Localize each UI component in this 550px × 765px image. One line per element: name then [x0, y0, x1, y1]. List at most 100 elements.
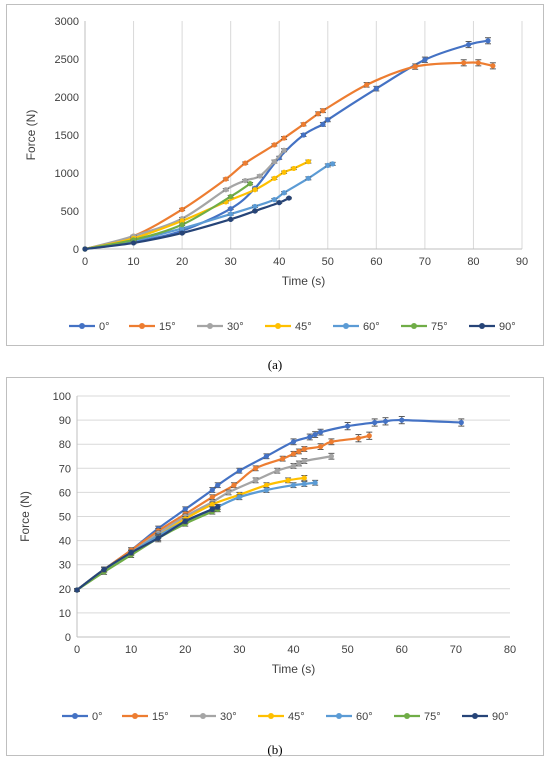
chart-a-data-point	[130, 240, 137, 246]
chart-b-x-tick-label: 80	[504, 644, 516, 656]
chart-b-data-point	[301, 475, 307, 481]
chart-a-data-point	[271, 159, 277, 165]
chart-b-x-tick-label: 0	[74, 644, 80, 656]
caption-a: (a)	[267, 357, 283, 372]
chart-b-data-point	[263, 482, 270, 488]
chart-b-legend-label: 30°	[220, 711, 237, 723]
chart-a-data-point	[291, 165, 297, 172]
chart-a-data-point	[325, 117, 331, 123]
chart-a-data-point	[465, 41, 472, 48]
chart-b-y-tick-label: 40	[59, 536, 71, 548]
chart-b-y-tick-label: 10	[59, 608, 71, 620]
chart-b-data-point	[290, 482, 297, 488]
chart-b-data-point	[290, 439, 297, 445]
chart-a-legend-label: 75°	[431, 321, 448, 333]
chart-a-legend-label: 60°	[363, 321, 380, 333]
chart-a-legend-item: 0°	[69, 321, 110, 333]
chart-b-x-axis-title: Time (s)	[272, 662, 316, 676]
chart-a-data-point	[252, 203, 258, 210]
chart-a-x-axis-title: Time (s)	[282, 274, 326, 288]
chart-a-legend-swatch-marker	[479, 323, 485, 329]
chart-b-legend-swatch-marker	[268, 713, 274, 719]
chart-b-y-tick-label: 90	[59, 415, 71, 427]
chart-b-data-point	[253, 465, 259, 471]
chart-b-x-tick-label: 30	[233, 644, 245, 656]
chart-b-data-point	[312, 480, 318, 486]
chart-a-legend-label: 15°	[159, 321, 176, 333]
chart-b-y-tick-label: 50	[59, 512, 71, 524]
chart-a-data-point	[320, 108, 326, 114]
chart-a-data-point	[228, 211, 234, 217]
chart-a-y-tick-label: 0	[73, 244, 79, 256]
chart-a-legend: 0° 15° 30° 45° 60° 75° 90°	[69, 321, 516, 333]
chart-b-y-tick-label: 100	[53, 391, 71, 403]
chart-a-data-point	[228, 193, 234, 200]
chart-b-data-point	[263, 487, 270, 493]
chart-a-data-point	[228, 206, 234, 212]
chart-b-legend-swatch-marker	[200, 713, 206, 719]
chart-a-data-point	[305, 175, 311, 181]
chart-b-y-tick-label: 0	[65, 632, 71, 644]
chart-a-legend-swatch-marker	[411, 323, 417, 329]
chart-b-data-point	[209, 506, 215, 512]
chart-b-data-point	[225, 489, 232, 495]
chart-a-legend-swatch-marker	[275, 323, 281, 329]
chart-a-data-point	[223, 176, 229, 182]
chart-b-data-point	[301, 481, 307, 487]
chart-a-series-1	[82, 59, 496, 252]
chart-a-legend-item: 30°	[197, 321, 244, 333]
chart-b-data-point	[312, 431, 318, 438]
chart-b-data-point	[328, 453, 334, 459]
chart-a-legend-item: 75°	[401, 321, 448, 333]
chart-b-data-point	[236, 468, 242, 474]
chart-a-x-tick-label: 20	[176, 256, 188, 268]
chart-a-data-point	[179, 222, 185, 228]
chart-b-series-0	[74, 415, 465, 593]
chart-b-data-point	[209, 501, 215, 508]
chart-b-data-point	[296, 460, 302, 467]
chart-a-data-point	[330, 161, 336, 167]
chart-b-series-4	[74, 479, 319, 593]
chart-a-data-point	[373, 86, 379, 92]
chart-b-data-point	[290, 463, 297, 469]
chart-a-data-point	[179, 230, 185, 236]
chart-b-x-tick-label: 50	[342, 644, 354, 656]
chart-a-data-point	[281, 190, 287, 196]
chart-b-data-point	[382, 418, 389, 424]
chart-a-data-point	[82, 246, 88, 252]
chart-a-data-point	[422, 57, 428, 63]
chart-a-x-tick-label: 70	[419, 256, 431, 268]
chart-a-data-point	[242, 160, 248, 166]
chart-a-data-point	[281, 169, 287, 175]
chart-a-data-point	[257, 173, 263, 179]
chart-b-x-tick-label: 10	[125, 644, 137, 656]
chart-b-legend-label: 0°	[92, 711, 103, 723]
chart-b-data-point	[301, 446, 307, 452]
chart-b-legend-swatch-marker	[72, 713, 78, 719]
chart-panel-b: 0 10 20 30 40 50 60 70 80 0 10 20 30 40 50 60 70 80 90 100 T…	[6, 377, 544, 756]
chart-b-legend-item: 60°	[326, 711, 373, 723]
chart-b-legend-item: 45°	[258, 711, 305, 723]
chart-a-series-3	[82, 159, 312, 252]
chart-a-data-point	[490, 63, 496, 69]
chart-a-data-point	[179, 206, 185, 213]
chart-a-y-tick-label: 2000	[55, 92, 79, 104]
chart-b-legend-item: 90°	[462, 711, 509, 723]
chart-b-data-point	[182, 518, 188, 524]
chart-b-data-point	[285, 477, 291, 483]
chart-b-data-point	[372, 419, 378, 426]
chart-b-legend-item: 30°	[190, 711, 237, 723]
chart-b-data-point	[101, 566, 107, 573]
chart-a-data-point	[252, 187, 258, 193]
chart-b-data-point	[209, 487, 215, 493]
chart-b-series-line	[76, 476, 305, 591]
chart-b-legend-swatch-marker	[472, 713, 478, 719]
chart-a-data-point	[252, 208, 258, 214]
chart-a-data-point	[242, 178, 248, 184]
chart-b-data-point	[307, 434, 313, 440]
chart-a-series-4	[82, 161, 336, 252]
chart-b-series-line	[76, 481, 316, 591]
chart-a-x-tick-label: 50	[322, 256, 334, 268]
chart-a-data-point	[325, 162, 331, 168]
chart-a-y-tick-label: 2500	[55, 54, 79, 66]
